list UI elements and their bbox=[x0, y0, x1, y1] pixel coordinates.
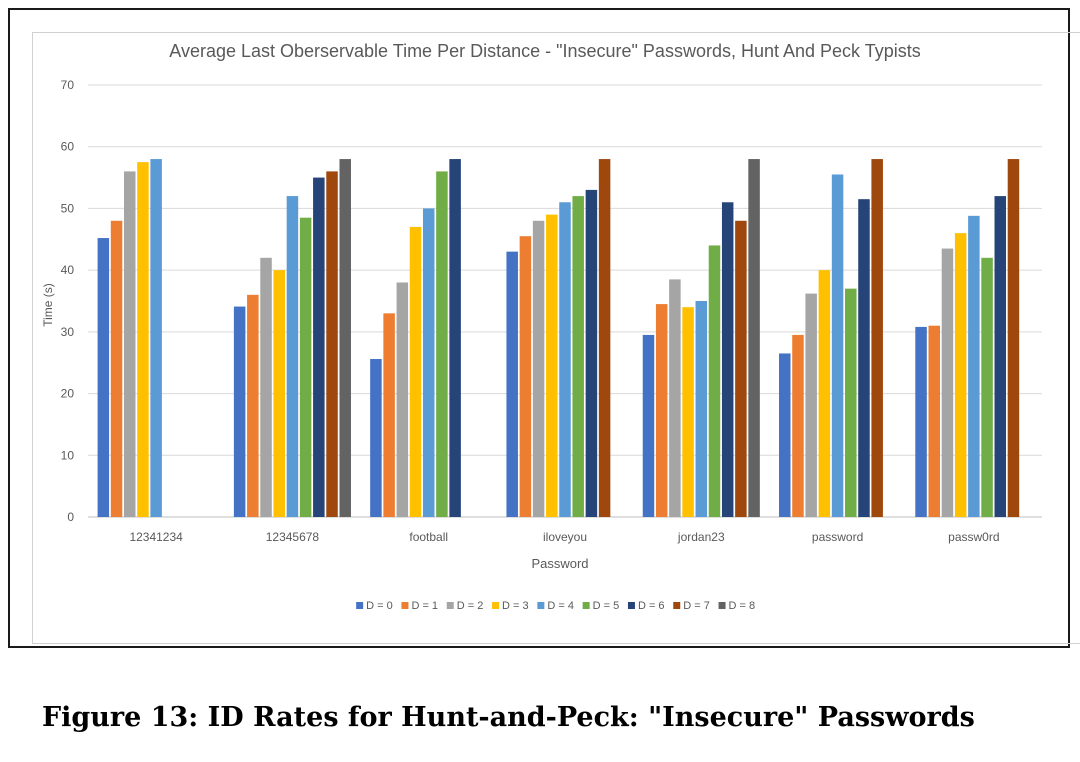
legend-swatch bbox=[356, 602, 364, 609]
bar-12345678-d=2 bbox=[260, 257, 272, 517]
bar-football-d=5 bbox=[436, 171, 448, 517]
bar-football-d=1 bbox=[383, 313, 395, 517]
legend: D = 0 D = 1 D = 2 D = 3 D = 4 D = 5 D = 6 D = 7… bbox=[356, 600, 755, 612]
legend-swatch bbox=[627, 602, 635, 609]
legend-label: D = 0 bbox=[366, 600, 393, 612]
legend-swatch bbox=[537, 602, 545, 609]
bar-passw0rd-d=0 bbox=[915, 326, 927, 517]
bar-12345678-d=3 bbox=[273, 270, 285, 517]
bar-12341234-d=3 bbox=[137, 162, 149, 517]
bar-iloveyou-d=6 bbox=[585, 189, 598, 517]
bar-passw0rd-d=4 bbox=[968, 215, 980, 517]
bar-football-d=2 bbox=[396, 282, 409, 517]
bar-chart: Average Last Oberservable Time Per Dista… bbox=[41, 41, 1042, 612]
x-tick-label: 12341234 bbox=[129, 530, 183, 544]
x-tick-label: password bbox=[812, 530, 863, 544]
bar-jordan23-d=5 bbox=[708, 245, 721, 517]
legend-swatch bbox=[401, 602, 409, 609]
legend-label: D = 5 bbox=[593, 600, 620, 612]
bar-passw0rd-d=2 bbox=[941, 248, 954, 518]
legend-label: D = 7 bbox=[683, 600, 710, 612]
bar-password-d=3 bbox=[818, 270, 831, 517]
y-tick-label: 30 bbox=[61, 325, 75, 339]
bar-password-d=2 bbox=[805, 293, 817, 517]
bar-football-d=3 bbox=[409, 226, 422, 517]
bar-12345678-d=4 bbox=[286, 196, 299, 518]
bar-12345678-d=7 bbox=[326, 171, 338, 517]
y-tick-label: 10 bbox=[61, 448, 75, 462]
legend-swatch bbox=[492, 602, 500, 609]
bar-iloveyou-d=5 bbox=[572, 196, 584, 518]
bar-iloveyou-d=0 bbox=[506, 251, 518, 517]
bar-football-d=4 bbox=[422, 208, 435, 517]
bar-password-d=5 bbox=[845, 288, 857, 517]
x-axis-label: Password bbox=[531, 556, 588, 571]
bar-jordan23-d=4 bbox=[695, 301, 708, 517]
bar-iloveyou-d=7 bbox=[598, 159, 611, 518]
bar-passw0rd-d=1 bbox=[928, 325, 941, 517]
bar-12345678-d=0 bbox=[233, 306, 246, 517]
legend-label: D = 6 bbox=[638, 600, 665, 612]
bar-passw0rd-d=5 bbox=[981, 257, 993, 517]
x-tick-label: 12345678 bbox=[266, 530, 320, 544]
bar-jordan23-d=8 bbox=[748, 159, 760, 518]
bar-12345678-d=8 bbox=[339, 159, 351, 518]
legend-label: D = 4 bbox=[547, 600, 574, 612]
figure-frame: Average Last Oberservable Time Per Dista… bbox=[8, 8, 1080, 648]
bar-jordan23-d=3 bbox=[682, 307, 694, 517]
legend-swatch bbox=[673, 602, 681, 609]
bar-password-d=6 bbox=[858, 199, 870, 517]
y-tick-labels: 0 10 20 30 40 50 60 70 bbox=[61, 78, 75, 524]
bar-password-d=1 bbox=[792, 334, 804, 517]
legend-swatch bbox=[718, 602, 726, 609]
legend-label: D = 3 bbox=[502, 600, 529, 612]
y-tick-label: 40 bbox=[61, 263, 75, 277]
x-tick-label: football bbox=[409, 530, 448, 544]
bar-jordan23-d=7 bbox=[735, 220, 747, 517]
bar-football-d=6 bbox=[449, 159, 461, 518]
bar-passw0rd-d=6 bbox=[994, 196, 1007, 518]
bar-12345678-d=1 bbox=[247, 294, 259, 517]
chart-title: Average Last Oberservable Time Per Dista… bbox=[169, 41, 920, 61]
bars bbox=[97, 159, 1020, 518]
x-tick-label: passw0rd bbox=[948, 530, 999, 544]
y-axis-label: Time (s) bbox=[41, 283, 55, 327]
bar-password-d=7 bbox=[871, 159, 883, 518]
y-tick-label: 0 bbox=[67, 510, 74, 524]
legend-swatch bbox=[582, 602, 590, 609]
x-tick-labels: 12341234 12345678 football iloveyou jordan23… bbox=[129, 530, 999, 544]
y-tick-label: 50 bbox=[61, 201, 75, 215]
legend-label: D = 1 bbox=[411, 600, 438, 612]
bar-iloveyou-d=3 bbox=[546, 214, 558, 517]
bar-iloveyou-d=2 bbox=[532, 220, 545, 517]
bar-iloveyou-d=4 bbox=[559, 202, 571, 517]
bar-jordan23-d=1 bbox=[655, 304, 668, 517]
y-tick-label: 60 bbox=[61, 140, 75, 154]
bar-passw0rd-d=7 bbox=[1007, 159, 1020, 518]
bar-jordan23-d=0 bbox=[642, 334, 655, 517]
x-tick-label: iloveyou bbox=[543, 530, 587, 544]
bar-12341234-d=1 bbox=[110, 220, 123, 517]
bar-jordan23-d=2 bbox=[669, 279, 681, 517]
bar-jordan23-d=6 bbox=[721, 202, 734, 517]
bar-iloveyou-d=1 bbox=[519, 236, 532, 517]
bar-12345678-d=5 bbox=[299, 217, 312, 517]
bar-password-d=4 bbox=[831, 174, 844, 517]
x-tick-label: jordan23 bbox=[677, 530, 725, 544]
y-tick-label: 70 bbox=[61, 78, 75, 92]
figure-caption: Figure 13: ID Rates for Hunt-and-Peck: "… bbox=[42, 702, 975, 733]
legend-label: D = 2 bbox=[457, 600, 484, 612]
bar-12345678-d=6 bbox=[313, 177, 325, 518]
bar-12341234-d=0 bbox=[97, 238, 110, 517]
bar-passw0rd-d=3 bbox=[954, 233, 967, 517]
y-tick-label: 20 bbox=[61, 387, 75, 401]
bar-12341234-d=4 bbox=[150, 159, 162, 518]
legend-swatch bbox=[446, 602, 454, 609]
bar-12341234-d=2 bbox=[123, 171, 136, 517]
bar-password-d=0 bbox=[779, 353, 791, 517]
bar-football-d=0 bbox=[370, 359, 382, 517]
legend-label: D = 8 bbox=[729, 600, 756, 612]
